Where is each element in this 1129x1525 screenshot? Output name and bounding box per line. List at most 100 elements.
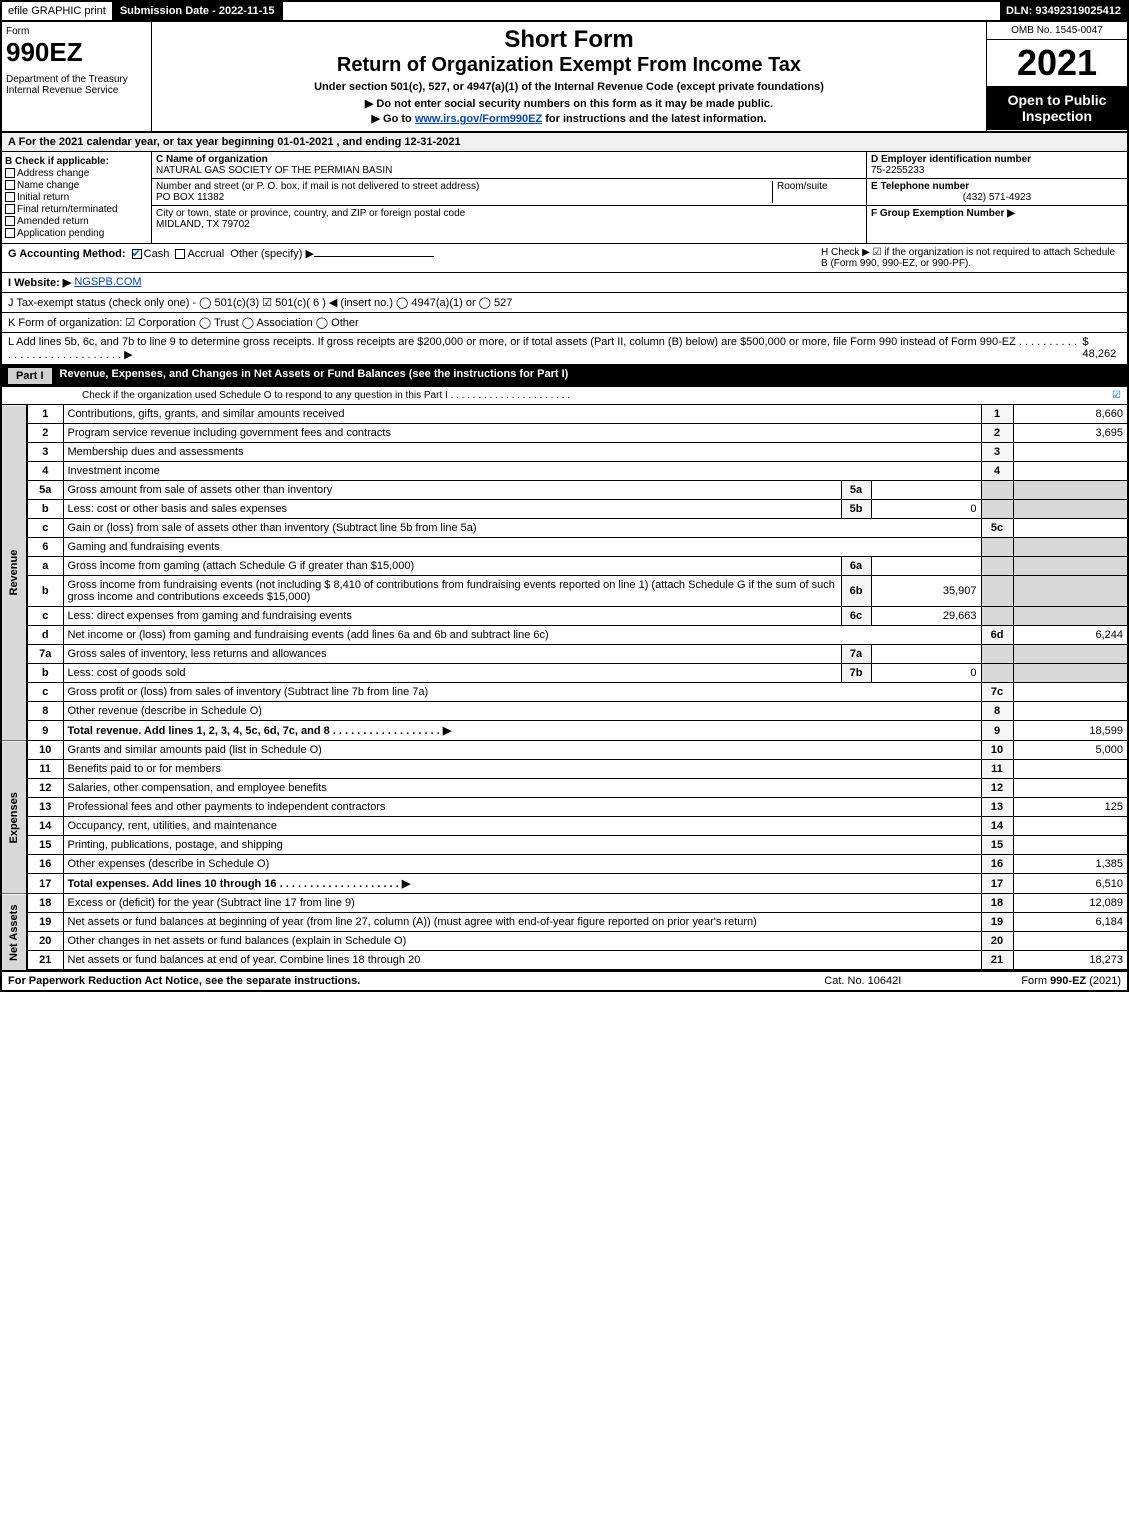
line-value-cell: 12,089	[1013, 894, 1128, 913]
line-num-cell	[981, 576, 1013, 607]
section-def: D Employer identification number 75-2255…	[867, 152, 1127, 243]
line-description: Net income or (loss) from gaming and fun…	[63, 626, 981, 645]
line-number-label: 7a	[27, 645, 63, 664]
checkbox-cash[interactable]	[132, 249, 142, 259]
line-number-label: 3	[27, 443, 63, 462]
website-link[interactable]: NGSPB.COM	[74, 276, 141, 289]
topbar: efile GRAPHIC print Submission Date - 20…	[0, 0, 1129, 22]
line-description: Contributions, gifts, grants, and simila…	[63, 405, 981, 424]
line-value-cell: 5,000	[1013, 741, 1128, 760]
part-1-header: Part I Revenue, Expenses, and Changes in…	[0, 365, 1129, 387]
checkbox-address-change[interactable]	[5, 168, 15, 178]
line-value-cell	[1013, 481, 1128, 500]
website-label: I Website: ▶	[8, 276, 71, 289]
line-value-cell: 6,510	[1013, 874, 1128, 894]
line-number-label: 9	[27, 721, 63, 741]
line-value-cell	[1013, 779, 1128, 798]
city-label: City or town, state or province, country…	[156, 208, 465, 219]
footer-right-bold: 990-EZ	[1050, 975, 1086, 987]
line-number-label: 15	[27, 836, 63, 855]
submission-date: Submission Date - 2022-11-15	[114, 2, 283, 20]
line-number-label: b	[27, 576, 63, 607]
line-row: 3Membership dues and assessments3	[1, 443, 1128, 462]
line-num-cell: 8	[981, 702, 1013, 721]
line-row: 19Net assets or fund balances at beginni…	[1, 913, 1128, 932]
line-number-label: 16	[27, 855, 63, 874]
line-row: 17Total expenses. Add lines 10 through 1…	[1, 874, 1128, 894]
row-k-org-form: K Form of organization: ☑ Corporation ◯ …	[0, 313, 1129, 333]
line-number-label: 20	[27, 932, 63, 951]
line-num-cell	[981, 481, 1013, 500]
line-description: Other changes in net assets or fund bala…	[63, 932, 981, 951]
line-value-cell	[1013, 932, 1128, 951]
checkbox-accrual[interactable]	[175, 249, 185, 259]
line-row: 2Program service revenue including gover…	[1, 424, 1128, 443]
line-number-label: 10	[27, 741, 63, 760]
mid-line-value	[871, 645, 981, 664]
line-description: Gross sales of inventory, less returns a…	[63, 645, 841, 664]
line-num-cell	[981, 607, 1013, 626]
checkbox-amended[interactable]	[5, 216, 15, 226]
group-exemption-label: F Group Exemption Number ▶	[871, 208, 1015, 219]
line-num-cell	[981, 538, 1013, 557]
line-value-cell	[1013, 519, 1128, 538]
revenue-table: Revenue1Contributions, gifts, grants, an…	[0, 405, 1129, 741]
line-num-cell: 11	[981, 760, 1013, 779]
line-number-label: 19	[27, 913, 63, 932]
line-number-label: 12	[27, 779, 63, 798]
line-num-cell	[981, 664, 1013, 683]
org-name: NATURAL GAS SOCIETY OF THE PERMIAN BASIN	[156, 165, 392, 176]
checkbox-name-change[interactable]	[5, 180, 15, 190]
checkbox-pending[interactable]	[5, 228, 15, 238]
irs-link[interactable]: www.irs.gov/Form990EZ	[415, 113, 542, 125]
efile-link[interactable]: efile GRAPHIC print	[2, 2, 114, 20]
line-number-label: b	[27, 500, 63, 519]
instr-1: ▶ Do not enter social security numbers o…	[156, 97, 982, 110]
line-num-cell: 14	[981, 817, 1013, 836]
line-value-cell	[1013, 607, 1128, 626]
line-value-cell	[1013, 645, 1128, 664]
part-1-title: Revenue, Expenses, and Changes in Net As…	[60, 368, 569, 384]
dln: DLN: 93492319025412	[1000, 2, 1127, 20]
line-row: 5aGross amount from sale of assets other…	[1, 481, 1128, 500]
checkbox-final-return[interactable]	[5, 204, 15, 214]
line-number-label: b	[27, 664, 63, 683]
label-amended: Amended return	[17, 216, 89, 227]
line-value-cell	[1013, 702, 1128, 721]
line-row: cGain or (loss) from sale of assets othe…	[1, 519, 1128, 538]
line-row: 4Investment income4	[1, 462, 1128, 481]
part-1-sub-text: Check if the organization used Schedule …	[82, 390, 570, 401]
mid-line-number: 7a	[841, 645, 871, 664]
line-description: Less: direct expenses from gaming and fu…	[63, 607, 841, 626]
line-value-cell	[1013, 683, 1128, 702]
row-j-tax-status: J Tax-exempt status (check only one) - ◯…	[0, 293, 1129, 313]
line-num-cell: 6d	[981, 626, 1013, 645]
line-value-cell: 6,184	[1013, 913, 1128, 932]
line-number-label: 18	[27, 894, 63, 913]
line-description: Membership dues and assessments	[63, 443, 981, 462]
line-value-cell: 8,660	[1013, 405, 1128, 424]
line-row: 9Total revenue. Add lines 1, 2, 3, 4, 5c…	[1, 721, 1128, 741]
omb-number: OMB No. 1545-0047	[987, 22, 1127, 40]
line-row: Revenue1Contributions, gifts, grants, an…	[1, 405, 1128, 424]
line-num-cell: 10	[981, 741, 1013, 760]
line-description: Less: cost of goods sold	[63, 664, 841, 683]
line-description: Total revenue. Add lines 1, 2, 3, 4, 5c,…	[63, 721, 981, 741]
line-num-cell: 3	[981, 443, 1013, 462]
line-description: Grants and similar amounts paid (list in…	[63, 741, 981, 760]
line-value-cell	[1013, 538, 1128, 557]
ein-value: 75-2255233	[871, 165, 924, 176]
checkbox-initial-return[interactable]	[5, 192, 15, 202]
line-number-label: a	[27, 557, 63, 576]
line-num-cell: 4	[981, 462, 1013, 481]
line-row: bLess: cost or other basis and sales exp…	[1, 500, 1128, 519]
line-value-cell	[1013, 443, 1128, 462]
line-number-label: c	[27, 519, 63, 538]
line-description: Total expenses. Add lines 10 through 16 …	[63, 874, 981, 894]
line-number-label: 2	[27, 424, 63, 443]
line-number-label: c	[27, 683, 63, 702]
line-number-label: 14	[27, 817, 63, 836]
line-description: Gross amount from sale of assets other t…	[63, 481, 841, 500]
line-row: Net Assets18Excess or (deficit) for the …	[1, 894, 1128, 913]
footer-left: For Paperwork Reduction Act Notice, see …	[8, 975, 824, 987]
